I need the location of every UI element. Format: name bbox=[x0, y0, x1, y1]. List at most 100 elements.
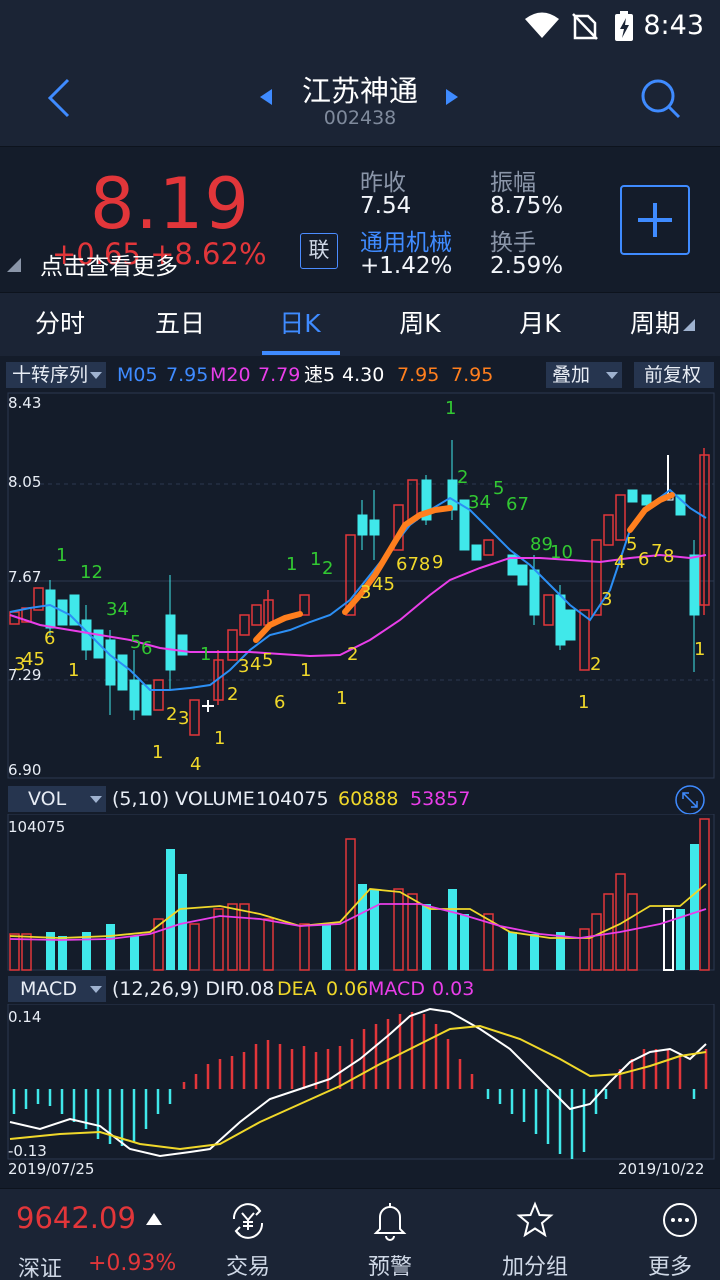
current-price: 8.19 bbox=[90, 163, 250, 245]
tab-daily-k[interactable]: 日K bbox=[279, 309, 321, 338]
svg-text:2: 2 bbox=[227, 684, 238, 705]
plus-icon bbox=[638, 203, 672, 237]
svg-text:1: 1 bbox=[286, 554, 297, 575]
expand-corner-icon bbox=[7, 258, 21, 272]
ma20-label: M20 bbox=[210, 364, 251, 386]
macd-y-top: 0.14 bbox=[8, 1008, 41, 1026]
macd-legend: MACD (12,26,9) DIF 0.08 DEA 0.06 MACD 0.… bbox=[0, 974, 720, 1004]
speed-line-2 bbox=[342, 505, 453, 615]
up-arrow-icon bbox=[146, 1213, 162, 1225]
y-label-min: 6.90 bbox=[8, 761, 41, 779]
stock-name: 江苏神通 bbox=[301, 74, 418, 108]
svg-text:1: 1 bbox=[300, 660, 311, 681]
svg-text:3: 3 bbox=[178, 708, 189, 729]
add-watchlist-button[interactable] bbox=[620, 185, 690, 255]
svg-text:67: 67 bbox=[506, 494, 529, 515]
ma20-value: 7.79 bbox=[258, 364, 301, 386]
ma5-label: M05 bbox=[117, 364, 158, 386]
quote-panel[interactable]: 8.19 +0.65 +8.62% 点击查看更多 联 昨收 7.54 通用机械 … bbox=[0, 146, 720, 292]
amplitude-label: 振幅 bbox=[490, 170, 536, 196]
search-icon[interactable] bbox=[638, 76, 682, 120]
volume-legend: VOL (5,10) VOLUME 104075 60888 53857 bbox=[0, 784, 720, 816]
dea-value: 0.06 bbox=[326, 978, 369, 1000]
no-sim-icon bbox=[572, 13, 598, 40]
kline-chart[interactable]: 8.43 8.05 7.67 7.29 6.90 bbox=[0, 390, 720, 780]
speed-line bbox=[253, 611, 303, 643]
ma5-line bbox=[9, 488, 707, 691]
index-change: +0.93% bbox=[88, 1251, 177, 1276]
adjust-button[interactable]: 前复权 bbox=[634, 362, 714, 388]
tab-monthly-k[interactable]: 月K bbox=[519, 309, 561, 338]
overlay-button-label: 叠加 bbox=[552, 364, 591, 386]
index-value[interactable]: 9642.09 bbox=[16, 1201, 136, 1235]
tap-more-hint[interactable]: 点击查看更多 bbox=[40, 254, 178, 280]
prev-close-label: 昨收 bbox=[360, 170, 406, 196]
prev-stock-icon[interactable] bbox=[258, 88, 274, 106]
turnover-value: 2.59% bbox=[490, 253, 564, 279]
svg-text:4: 4 bbox=[190, 754, 201, 775]
svg-text:1: 1 bbox=[694, 639, 705, 660]
svg-text:12: 12 bbox=[80, 562, 103, 583]
nav-add-group[interactable]: 加分组 bbox=[485, 1189, 585, 1280]
svg-text:34: 34 bbox=[468, 492, 491, 513]
sector-link[interactable]: 通用机械 bbox=[360, 230, 452, 256]
nav-trade[interactable]: 交易 bbox=[198, 1189, 298, 1280]
tab-intraday[interactable]: 分时 bbox=[34, 309, 85, 338]
nav-more[interactable]: 更多 bbox=[630, 1189, 720, 1280]
nav-more-label: 更多 bbox=[647, 1255, 692, 1280]
volume-select-value: VOL bbox=[28, 788, 67, 810]
svg-text:1: 1 bbox=[200, 644, 211, 665]
bell-icon bbox=[373, 1203, 407, 1241]
volume-select[interactable]: VOL bbox=[8, 786, 106, 812]
macd-value: 0.03 bbox=[432, 978, 475, 1000]
prev-close-value: 7.54 bbox=[360, 193, 412, 219]
nav-alert[interactable]: 预警 bbox=[340, 1189, 440, 1280]
fullscreen-icon[interactable] bbox=[674, 784, 706, 816]
overlay-button[interactable]: 叠加 bbox=[546, 362, 622, 388]
svg-text:2: 2 bbox=[322, 558, 333, 579]
svg-text:1: 1 bbox=[56, 545, 67, 566]
macd-select[interactable]: MACD bbox=[8, 976, 106, 1002]
y-label-4: 7.29 bbox=[8, 666, 41, 684]
date-start: 2019/07/25 bbox=[8, 1160, 94, 1178]
svg-text:1: 1 bbox=[152, 742, 163, 763]
svg-text:678: 678 bbox=[396, 554, 430, 575]
date-end: 2019/10/22 bbox=[618, 1160, 704, 1178]
next-stock-icon[interactable] bbox=[444, 88, 460, 106]
tab-period[interactable]: 周期 bbox=[629, 309, 680, 338]
dif-value: 0.08 bbox=[232, 978, 275, 1000]
macd-y-bottom: -0.13 bbox=[8, 1142, 47, 1160]
star-icon bbox=[516, 1201, 554, 1238]
svg-text:4: 4 bbox=[614, 552, 625, 573]
svg-text:1: 1 bbox=[214, 728, 225, 749]
yen-exchange-icon bbox=[232, 1203, 264, 1239]
back-icon[interactable] bbox=[44, 76, 74, 120]
index-name: 深证 bbox=[18, 1257, 63, 1280]
svg-text:6: 6 bbox=[44, 628, 55, 649]
svg-text:34: 34 bbox=[106, 599, 129, 620]
y-label-3: 7.67 bbox=[8, 568, 41, 586]
volume-ma5: 60888 bbox=[338, 788, 399, 810]
svg-text:2: 2 bbox=[457, 467, 468, 488]
svg-text:2: 2 bbox=[347, 644, 358, 665]
speed-line-3 bbox=[627, 492, 675, 533]
more-icon bbox=[663, 1203, 697, 1237]
y-label-2: 8.05 bbox=[8, 473, 41, 491]
tab-weekly-k[interactable]: 周K bbox=[399, 309, 441, 338]
dif-line bbox=[9, 1007, 707, 1158]
macd-label: MACD bbox=[368, 978, 425, 1000]
macd-chart[interactable]: 0.14 -0.13 bbox=[0, 1004, 720, 1184]
status-bar: 8:43 bbox=[0, 0, 720, 50]
indicator-select-value: 十转序列 bbox=[12, 364, 89, 386]
svg-text:6: 6 bbox=[274, 692, 285, 713]
nav-add-group-label: 加分组 bbox=[501, 1255, 568, 1280]
volume-value: 104075 bbox=[256, 788, 329, 810]
kline-legend: 十转序列 M05 7.95 M20 7.79 速5 4.30 7.95 7.95… bbox=[0, 360, 720, 390]
indicator-select[interactable]: 十转序列 bbox=[6, 362, 106, 388]
related-button[interactable]: 联 bbox=[300, 233, 338, 269]
nav-alert-label: 预警 bbox=[367, 1255, 412, 1280]
tab-five-day[interactable]: 五日 bbox=[154, 309, 205, 338]
volume-chart[interactable]: 104075 bbox=[0, 814, 720, 972]
svg-text:5: 5 bbox=[626, 534, 637, 555]
svg-text:45: 45 bbox=[22, 649, 45, 670]
